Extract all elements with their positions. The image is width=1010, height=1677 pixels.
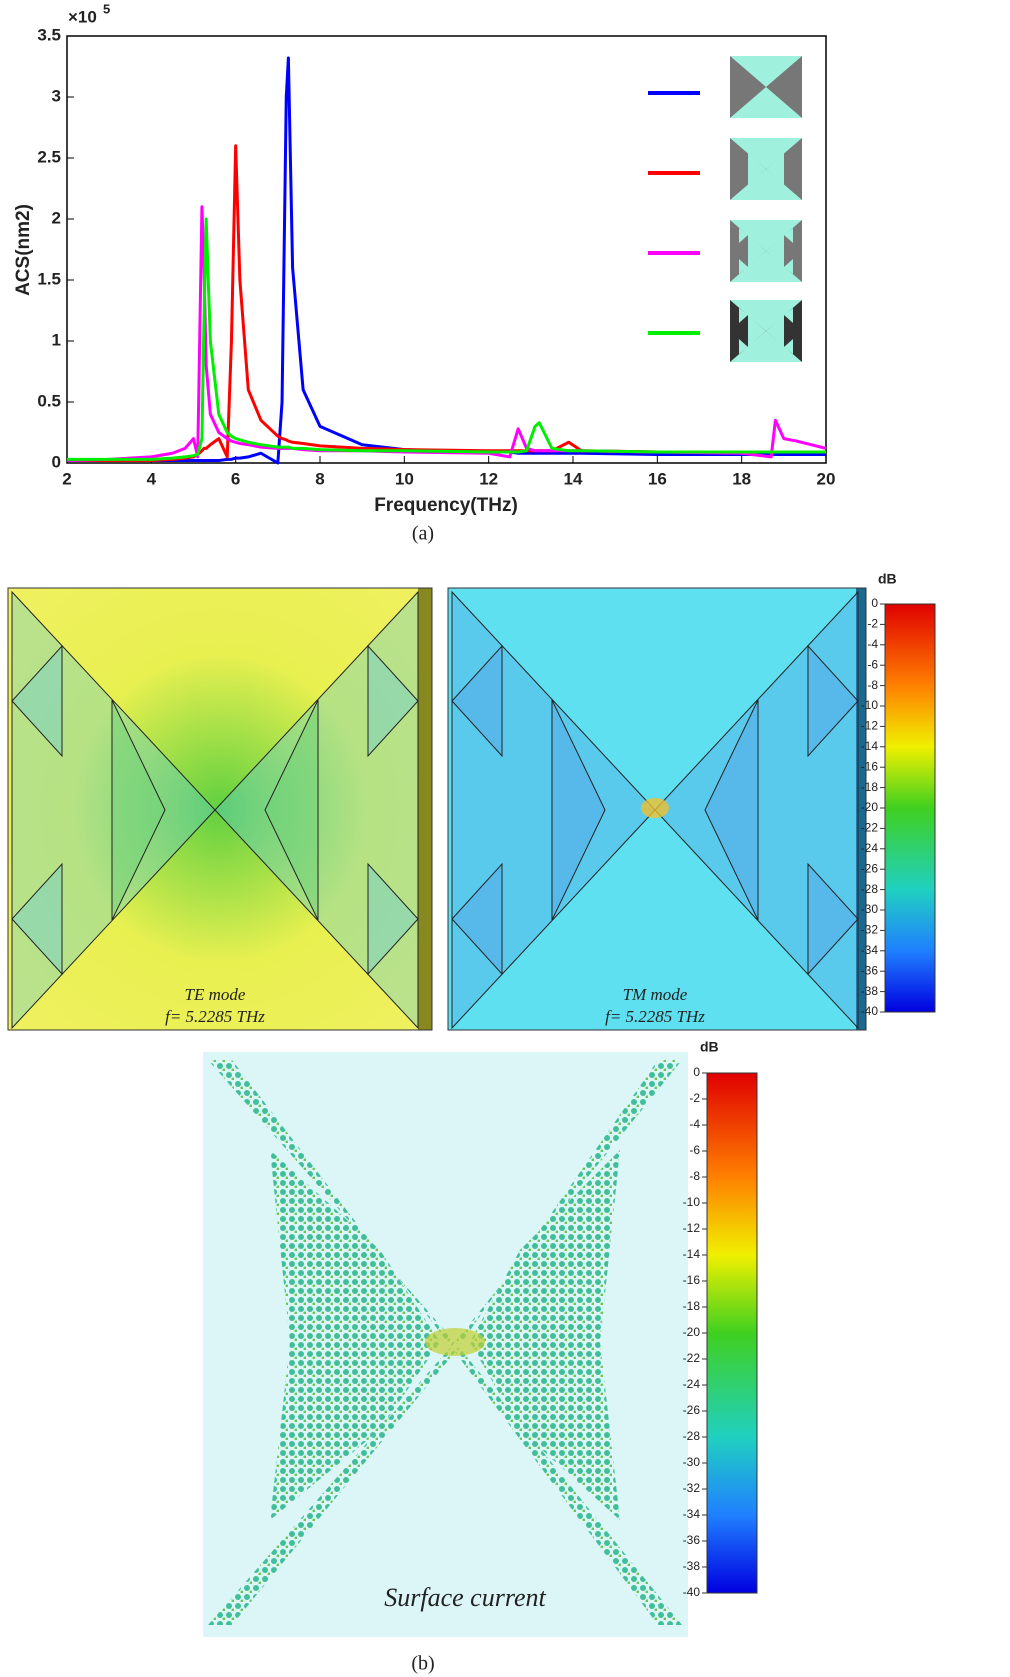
y-tick-label: 0 bbox=[52, 452, 61, 471]
colorbar-tick-label: -18 bbox=[683, 1299, 701, 1313]
caption-b: (b) bbox=[411, 1653, 434, 1675]
colorbar-tick-label: -2 bbox=[689, 1091, 700, 1105]
colorbar-tick-label: -28 bbox=[683, 1429, 701, 1443]
colorbar-tick-label: -10 bbox=[683, 1195, 701, 1209]
series-line bbox=[67, 219, 826, 459]
colorbar-tick-label: -16 bbox=[861, 759, 879, 773]
colorbar-tick-label: -6 bbox=[689, 1143, 700, 1157]
y-tick-label: 3 bbox=[52, 86, 61, 105]
legend-icons bbox=[730, 56, 802, 362]
colorbar-tick-label: -40 bbox=[861, 1004, 879, 1018]
colorbar-tick-label: -34 bbox=[683, 1507, 701, 1521]
x-tick-label: 18 bbox=[732, 469, 751, 488]
x-tick-label: 16 bbox=[648, 469, 667, 488]
te-freq-label: f= 5.2285 THz bbox=[165, 1007, 265, 1026]
surface-current-label: Surface current bbox=[384, 1583, 546, 1612]
colorbar bbox=[885, 604, 935, 1012]
colorbar-tick-label: -26 bbox=[683, 1403, 701, 1417]
colorbar-tick-label: 0 bbox=[871, 596, 878, 610]
colorbar-tick-label: -8 bbox=[867, 678, 878, 692]
colorbar-tick-label: -34 bbox=[861, 943, 879, 957]
colorbar-unit: dB bbox=[700, 1039, 719, 1055]
y-tick-label: 0.5 bbox=[37, 391, 61, 410]
series-line bbox=[67, 207, 826, 461]
y-tick-label: 2 bbox=[52, 208, 61, 227]
x-tick-label: 4 bbox=[147, 469, 157, 488]
y-multiplier-exponent: 5 bbox=[103, 1, 110, 16]
colorbar-tick-label: -38 bbox=[861, 984, 879, 998]
y-tick-label: 1.5 bbox=[37, 269, 61, 288]
colorbar-tick-label: -24 bbox=[861, 841, 879, 855]
x-axis-label: Frequency(THz) bbox=[374, 495, 518, 516]
x-tick-label: 6 bbox=[231, 469, 240, 488]
plot-frame bbox=[67, 36, 826, 463]
colorbar-tick-label: 0 bbox=[693, 1065, 700, 1079]
colorbar-tick-label: -18 bbox=[861, 780, 879, 794]
colorbar-tick-label: -2 bbox=[867, 617, 878, 631]
colorbar-tick-label: -20 bbox=[683, 1325, 701, 1339]
y-tick-label: 2.5 bbox=[37, 147, 61, 166]
colorbar-tick-label: -6 bbox=[867, 657, 878, 671]
colorbar bbox=[707, 1073, 757, 1593]
x-tick-label: 8 bbox=[315, 469, 324, 488]
y-axis-label: ACS(nm2) bbox=[13, 204, 34, 296]
colorbar-tick-label: -4 bbox=[867, 637, 878, 651]
colorbar-tick-label: -8 bbox=[689, 1169, 700, 1183]
colorbar-tick-label: -20 bbox=[861, 800, 879, 814]
tm-field-map: TM mode f= 5.2285 THz bbox=[448, 588, 866, 1030]
x-tick-label: 14 bbox=[564, 469, 583, 488]
te-field-map: TE mode f= 5.2285 THz bbox=[8, 588, 432, 1030]
colorbar-tick-label: -10 bbox=[861, 698, 879, 712]
colorbar-tick-label: -12 bbox=[683, 1221, 701, 1235]
surface-current-map: Surface current bbox=[203, 1052, 688, 1637]
x-tick-label: 20 bbox=[817, 469, 836, 488]
colorbar-tick-label: -4 bbox=[689, 1117, 700, 1131]
y-multiplier: ×10 bbox=[68, 7, 97, 26]
te-mode-label: TE mode bbox=[185, 985, 246, 1004]
colorbar-tick-label: -14 bbox=[683, 1247, 701, 1261]
x-tick-label: 10 bbox=[395, 469, 414, 488]
series-line bbox=[67, 58, 826, 463]
colorbar-tick-label: -26 bbox=[861, 861, 879, 875]
colorbar-tick-label: -24 bbox=[683, 1377, 701, 1391]
x-tick-label: 2 bbox=[62, 469, 71, 488]
colorbar-tick-label: -16 bbox=[683, 1273, 701, 1287]
colorbar-tick-label: -22 bbox=[861, 821, 879, 835]
colorbar-tick-label: -30 bbox=[683, 1455, 701, 1469]
colorbar-tick-label: -22 bbox=[683, 1351, 701, 1365]
colorbar-tick-label: -14 bbox=[861, 739, 879, 753]
colorbar-tick-label: -32 bbox=[683, 1481, 701, 1495]
y-tick-label: 3.5 bbox=[37, 25, 61, 44]
colorbar-tick-label: -36 bbox=[861, 963, 879, 977]
colorbar-unit: dB bbox=[878, 571, 897, 587]
x-tick-label: 12 bbox=[479, 469, 498, 488]
colorbar-tick-label: -40 bbox=[683, 1585, 701, 1599]
colorbar-tick-label: -38 bbox=[683, 1559, 701, 1573]
tm-freq-label: f= 5.2285 THz bbox=[605, 1007, 705, 1026]
colorbar-tick-label: -12 bbox=[861, 719, 879, 733]
colorbar-tick-label: -32 bbox=[861, 923, 879, 937]
series-line bbox=[67, 146, 826, 461]
colorbar-tick-label: -30 bbox=[861, 902, 879, 916]
y-tick-label: 1 bbox=[52, 330, 61, 349]
colorbar-tick-label: -28 bbox=[861, 882, 879, 896]
colorbar-tick-label: -36 bbox=[683, 1533, 701, 1547]
caption-a: (a) bbox=[412, 523, 434, 545]
tm-mode-label: TM mode bbox=[623, 985, 688, 1004]
figure: Frequency(THz) ACS(nm2) ×10 5 2468101214… bbox=[0, 0, 1010, 1677]
